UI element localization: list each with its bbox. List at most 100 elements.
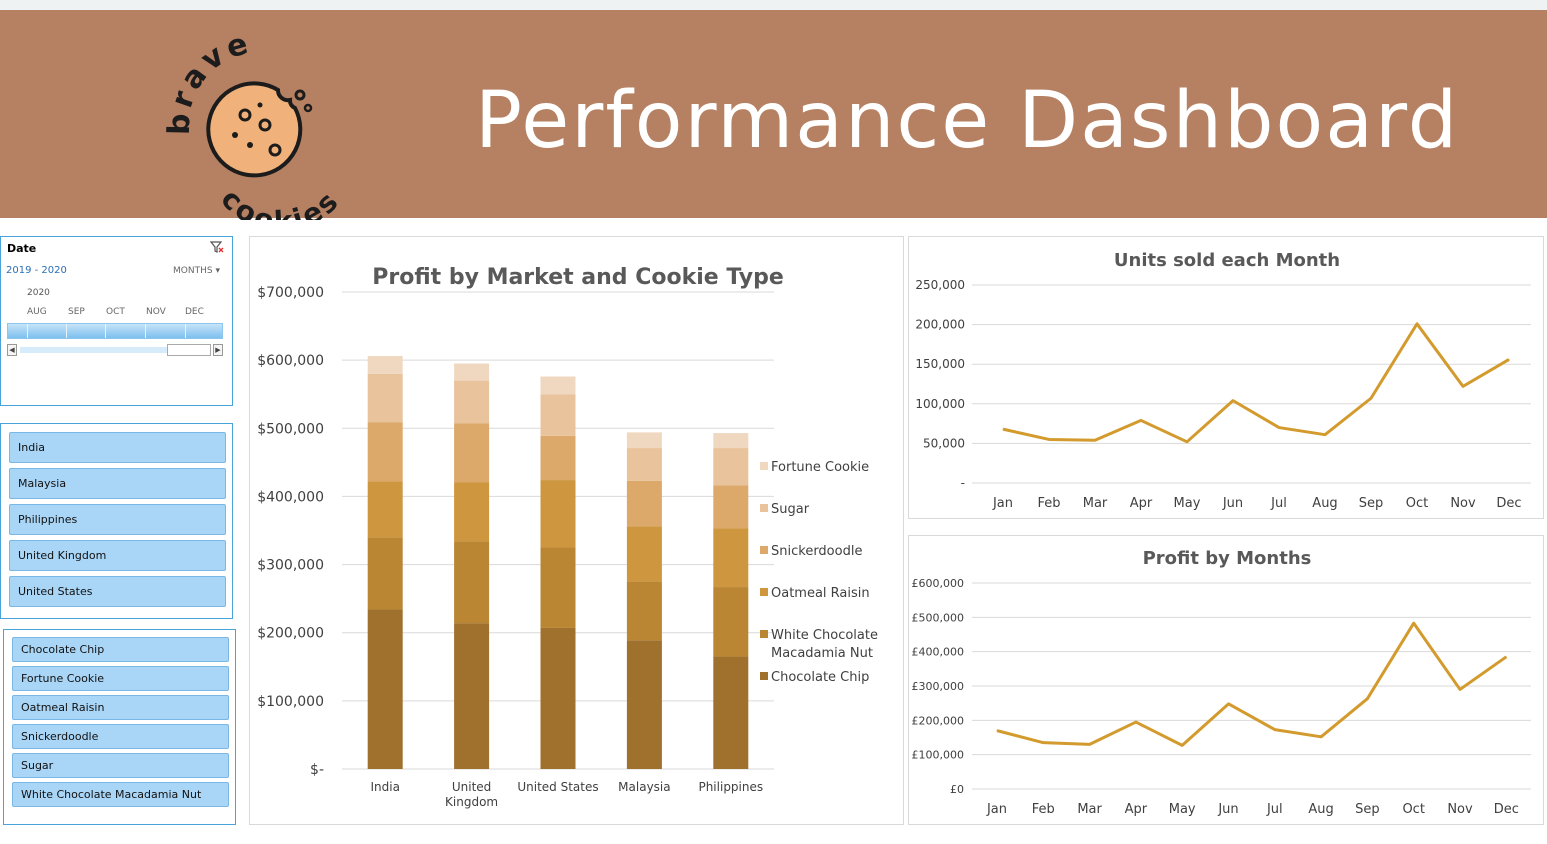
cookie-type-slicer: Chocolate Chip Fortune Cookie Oatmeal Ra… xyxy=(3,629,236,825)
scroll-track[interactable] xyxy=(20,347,210,353)
data-point xyxy=(996,730,998,732)
profit-by-market-svg: Profit by Market and Cookie Type $- $100,… xyxy=(257,265,878,809)
y-tick-label: $300,000 xyxy=(257,558,324,574)
y-tick-label: $500,000 xyxy=(257,421,324,437)
chevron-down-icon: ▾ xyxy=(215,266,220,276)
slicer-item-sugar[interactable]: Sugar xyxy=(12,753,229,778)
slicer-item-oatmeal-raisin[interactable]: Oatmeal Raisin xyxy=(12,695,229,720)
x-tick-label: Mar xyxy=(1077,802,1102,817)
y-tick-label: 250,000 xyxy=(915,278,965,292)
units-sold-svg: Units sold each Month - 50,000 100,000 150,… xyxy=(915,250,1531,511)
timeline-month: DEC xyxy=(185,307,204,317)
x-tick-label: Oct xyxy=(1406,496,1428,511)
legend-swatch xyxy=(760,504,768,512)
bar-segment xyxy=(713,656,749,769)
bar-segment xyxy=(626,432,662,449)
timeline-range: 2019 - 2020 xyxy=(6,265,67,276)
data-point xyxy=(1228,703,1229,705)
x-tick-label: Apr xyxy=(1130,496,1153,511)
data-line xyxy=(996,621,1508,747)
bar-segment xyxy=(713,587,749,657)
bar-segment xyxy=(626,640,662,769)
data-point xyxy=(1459,688,1461,690)
date-timeline-slicer[interactable]: Date 2019 - 2020 MONTHS ▾ 2020 AUG SEP O… xyxy=(0,236,233,406)
y-tick-label: - xyxy=(961,476,965,490)
profit-by-market-chart: Profit by Market and Cookie Type $- $100,… xyxy=(249,236,904,825)
y-tick-label: £200,000 xyxy=(912,714,965,727)
bar-segment xyxy=(454,380,490,424)
legend-label: White Chocolate xyxy=(771,628,878,643)
data-point xyxy=(1094,439,1096,441)
x-tick-label: May xyxy=(1174,496,1201,511)
x-tick-label: Malaysia xyxy=(618,780,670,794)
bar-segment xyxy=(367,609,403,769)
slicer-item-white-chocolate-macadamia-nut[interactable]: White Chocolate Macadamia Nut xyxy=(12,782,229,807)
x-tick-label: Jan xyxy=(986,802,1007,817)
bar-segment xyxy=(540,480,576,548)
slicer-item-india[interactable]: India xyxy=(9,432,226,463)
y-tick-label: £300,000 xyxy=(912,680,965,693)
bar-segment xyxy=(454,363,490,381)
slicer-item-united-kingdom[interactable]: United Kingdom xyxy=(9,540,226,571)
y-tick-label: £400,000 xyxy=(912,646,965,659)
x-tick-label: Feb xyxy=(1037,496,1060,511)
data-point xyxy=(1462,385,1464,387)
slicer-item-fortune-cookie[interactable]: Fortune Cookie xyxy=(12,666,229,691)
legend-swatch xyxy=(760,630,768,638)
data-point xyxy=(1135,721,1137,723)
x-tick-label: May xyxy=(1169,802,1196,817)
legend-swatch xyxy=(760,588,768,596)
slicer-item-philippines[interactable]: Philippines xyxy=(9,504,226,535)
bar-segment xyxy=(540,435,576,481)
scroll-right-icon[interactable]: ▶ xyxy=(213,344,223,356)
slicer-item-united-states[interactable]: United States xyxy=(9,576,226,607)
legend-label: Sugar xyxy=(771,502,810,517)
data-point xyxy=(1278,427,1280,429)
slicer-item-malaysia[interactable]: Malaysia xyxy=(9,468,226,499)
bar-segment xyxy=(713,448,749,486)
timeline-month: SEP xyxy=(68,307,85,317)
x-tick-label: Mar xyxy=(1083,496,1108,511)
clear-filter-icon[interactable] xyxy=(209,241,224,256)
legend-label: Snickerdoodle xyxy=(771,544,862,559)
bar-segment xyxy=(626,480,662,527)
x-tick-label: India xyxy=(370,780,399,794)
chart-title: Profit by Market and Cookie Type xyxy=(372,265,784,290)
y-tick-label: 200,000 xyxy=(915,318,965,332)
bar-segment xyxy=(626,448,662,481)
bar-segment xyxy=(540,627,576,769)
legend-swatch xyxy=(760,546,768,554)
data-point xyxy=(1505,656,1507,658)
bar-segment xyxy=(540,376,576,395)
y-tick-label: $600,000 xyxy=(257,353,324,369)
x-tick-label: Aug xyxy=(1312,496,1337,511)
bar-segment xyxy=(367,373,403,423)
data-point xyxy=(1508,358,1510,360)
bar-segment xyxy=(626,526,662,582)
bar-segment xyxy=(626,581,662,641)
bar-segment xyxy=(454,423,490,483)
timeline-year: 2020 xyxy=(27,288,50,298)
scroll-left-icon[interactable]: ◀ xyxy=(7,344,17,356)
x-tick-label: Jun xyxy=(1217,802,1238,817)
legend-label: Chocolate Chip xyxy=(771,670,869,685)
slicer-item-chocolate-chip[interactable]: Chocolate Chip xyxy=(12,637,229,662)
bar-segment xyxy=(454,482,490,542)
y-tick-label: $400,000 xyxy=(257,489,324,505)
chart-title: Units sold each Month xyxy=(1114,250,1340,271)
x-tick-label: United xyxy=(452,780,491,794)
scroll-thumb[interactable] xyxy=(167,344,211,356)
data-point xyxy=(1186,441,1188,443)
bar-segment xyxy=(454,623,490,769)
x-tick-label: Sep xyxy=(1355,802,1380,817)
timeline-month: NOV xyxy=(146,307,166,317)
x-tick-label: Dec xyxy=(1496,496,1521,511)
timeline-unit-dropdown[interactable]: MONTHS ▾ xyxy=(173,266,220,276)
timeline-selection-bar[interactable] xyxy=(7,323,223,339)
slicer-item-snickerdoodle[interactable]: Snickerdoodle xyxy=(12,724,229,749)
data-point xyxy=(1048,438,1050,440)
y-tick-label: £100,000 xyxy=(912,749,965,762)
timeline-scrollbar[interactable]: ◀ ▶ xyxy=(7,344,223,356)
x-tick-label: Aug xyxy=(1308,802,1333,817)
header-banner: brave cookies Performance Dashboard xyxy=(0,10,1547,220)
